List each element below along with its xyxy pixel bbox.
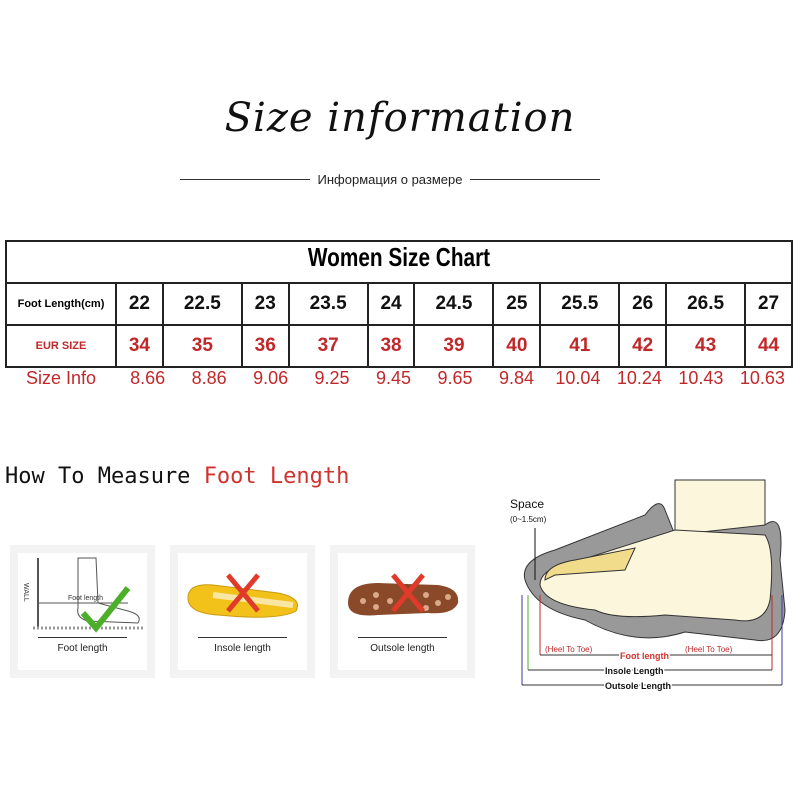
- foot-length-cell: 23: [240, 282, 290, 326]
- card-caption: Insole length: [214, 643, 271, 654]
- cross-icon: [226, 573, 260, 613]
- eur-size-cell: 34: [115, 324, 164, 368]
- space-label: Space: [510, 497, 544, 511]
- size-info-cell: 8.66: [130, 368, 166, 388]
- cross-icon: [391, 573, 425, 613]
- foot-length-cell: 27: [744, 282, 793, 326]
- divider: [180, 179, 310, 180]
- outsole-label: Outsole Length: [605, 681, 671, 691]
- eur-size-cell: 41: [539, 324, 621, 368]
- foot-length-cell: 26.5: [665, 282, 747, 326]
- size-info-cell: 8.86: [191, 368, 227, 388]
- heading-highlight: Foot Length: [203, 464, 350, 489]
- subtitle: Информация о размере: [180, 172, 601, 187]
- size-info-cell: 10.43: [678, 368, 724, 388]
- foot-length-cell: 22.5: [161, 282, 243, 326]
- foot-length-row: Foot Length(cm) 22 22.5 23 23.5 24 24.5 25 25.5 2…: [5, 282, 793, 326]
- insole-illustration: [187, 573, 298, 618]
- table-title: Women Size Chart: [5, 240, 793, 284]
- eur-size-cell: 44: [744, 324, 793, 368]
- foot-length-cell: 25: [492, 282, 542, 326]
- row-label: EUR SIZE: [5, 324, 117, 368]
- row-label: Foot Length(cm): [5, 282, 117, 326]
- size-info-cell: 10.24: [616, 368, 662, 388]
- card-outsole-length: Outsole length: [330, 545, 475, 678]
- foot-length-cell: 24.5: [413, 282, 495, 326]
- card-caption: Outsole length: [370, 643, 435, 654]
- subtitle-text: Информация о размере: [317, 172, 463, 187]
- size-info-cell: 9.65: [437, 368, 473, 388]
- divider: [470, 179, 601, 180]
- card-insole-length: Insole length: [170, 545, 315, 678]
- svg-text:WALL: WALL: [22, 583, 29, 602]
- shoe-measurement-diagram: Space (0~1.5cm) (Heel To Toe) (Heel To T…: [510, 479, 786, 693]
- check-icon: [80, 586, 131, 633]
- foot-length-cell: 23.5: [287, 282, 369, 326]
- card-foot-length: WALL Foot length Foot length: [10, 545, 155, 678]
- svg-text:(Heel To Toe): (Heel To Toe): [685, 645, 733, 654]
- eur-size-row: EUR SIZE 34 35 36 37 38 39 40 41 42 43 44: [5, 324, 793, 368]
- foot-length-label: Foot length: [620, 651, 669, 661]
- size-info-cell: 10.63: [739, 368, 785, 388]
- outsole-illustration: [348, 573, 459, 616]
- row-label: Size Info: [25, 368, 96, 388]
- svg-text:(Heel To Toe): (Heel To Toe): [545, 645, 593, 654]
- eur-size-cell: 38: [366, 324, 416, 368]
- svg-text:Foot length: Foot length: [68, 595, 103, 602]
- size-info-cell: 9.84: [498, 368, 534, 388]
- page-title: Size information: [224, 95, 576, 141]
- foot-illustration: WALL Foot length: [22, 557, 143, 633]
- size-info-cell: 10.04: [555, 368, 601, 388]
- foot-length-cell: 26: [618, 282, 668, 326]
- eur-size-cell: 35: [161, 324, 243, 368]
- eur-size-cell: 39: [413, 324, 495, 368]
- space-range: (0~1.5cm): [510, 515, 547, 524]
- size-info-row: Size Info 8.66 8.86 9.06 9.25 9.45 9.65 9.84 10.…: [5, 368, 793, 389]
- size-chart-table: Women Size Chart Foot Length(cm) 22 22.5 23…: [5, 240, 793, 368]
- card-caption: Foot length: [57, 643, 108, 654]
- eur-size-cell: 43: [665, 324, 747, 368]
- size-info-cell: 9.06: [253, 368, 289, 388]
- size-info-cell: 9.45: [376, 368, 412, 388]
- eur-size-cell: 36: [240, 324, 290, 368]
- measure-heading: How To Measure Foot Length: [5, 464, 349, 489]
- eur-size-cell: 42: [618, 324, 668, 368]
- foot-length-cell: 24: [366, 282, 416, 326]
- eur-size-cell: 37: [287, 324, 369, 368]
- eur-size-cell: 40: [492, 324, 542, 368]
- size-info-cell: 9.25: [314, 368, 350, 388]
- heading-text: How To Measure: [5, 464, 191, 489]
- foot-length-cell: 25.5: [539, 282, 621, 326]
- foot-length-cell: 22: [115, 282, 164, 326]
- insole-label: Insole Length: [605, 666, 664, 676]
